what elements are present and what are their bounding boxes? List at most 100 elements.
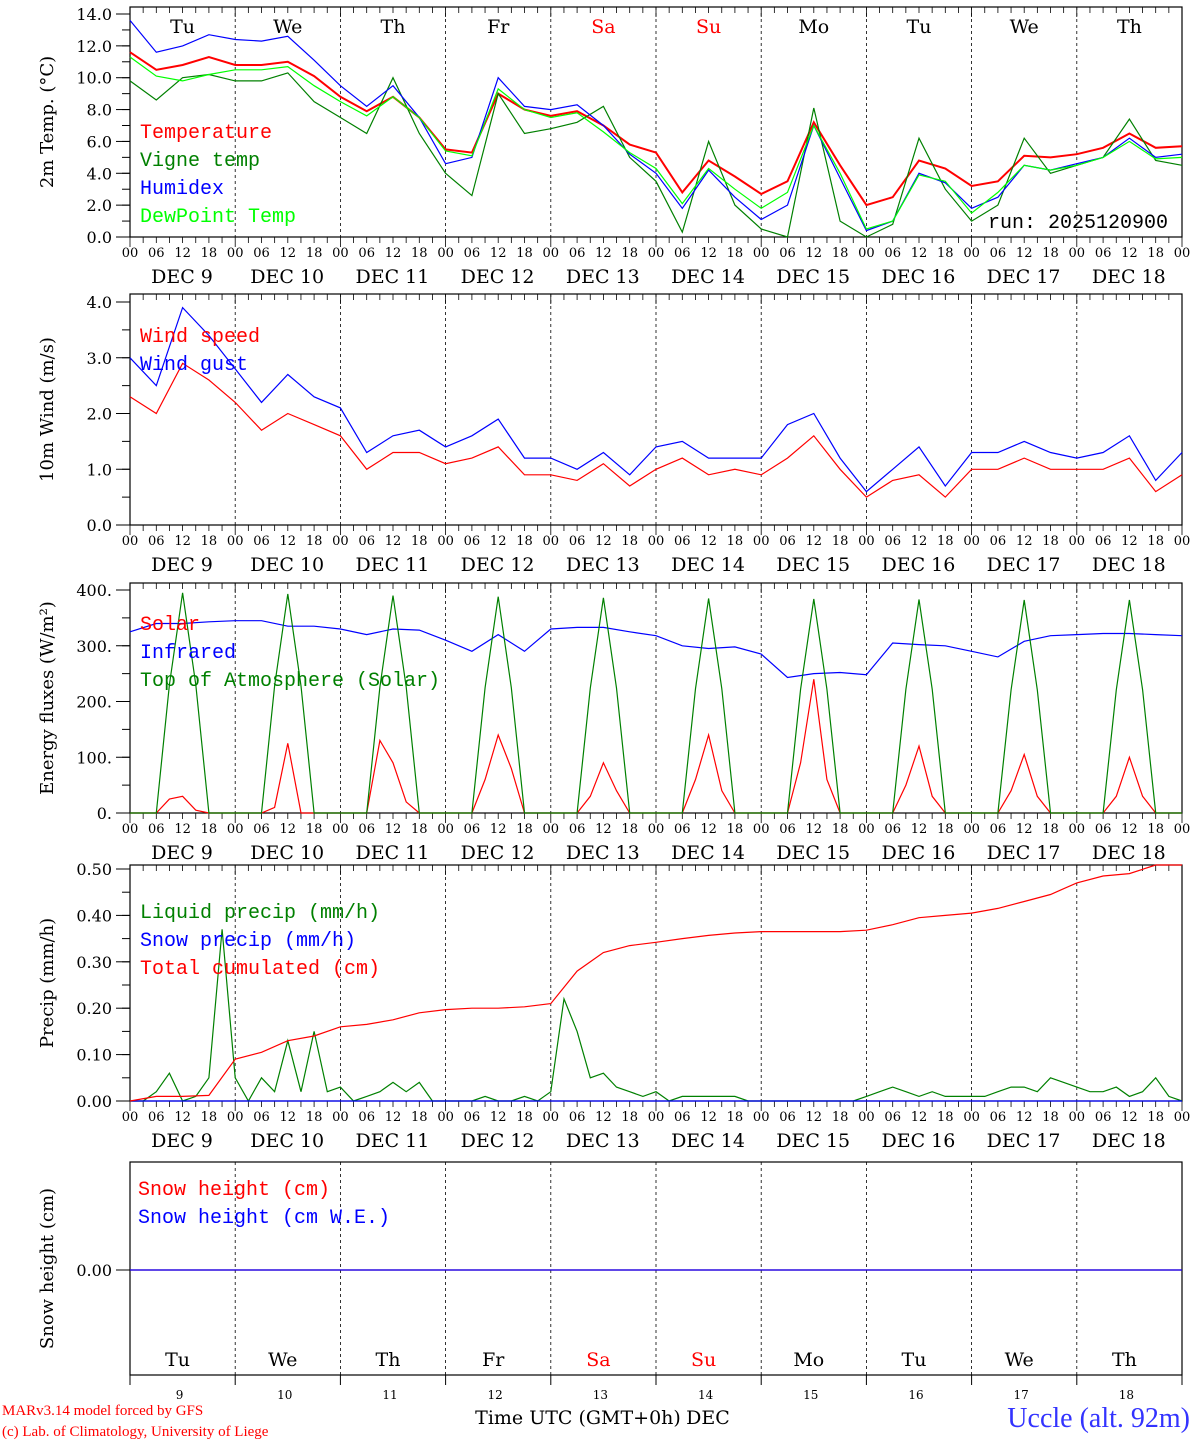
hour-tick-label: 06: [779, 1110, 796, 1125]
legend-entry: Snow height (cm W.E.): [138, 1207, 390, 1230]
hour-tick-label: 00: [543, 534, 560, 549]
legend-entry: Top of Atmosphere (Solar): [140, 670, 440, 693]
hour-tick-label: 12: [911, 822, 928, 837]
series-line-wind-gust: [129, 306, 1183, 493]
date-label: DEC 17: [987, 842, 1061, 864]
hour-tick-label: 06: [779, 534, 796, 549]
hour-tick-label: 18: [727, 1110, 744, 1125]
hour-tick-label: 12: [1016, 534, 1033, 549]
hour-tick-label: 00: [963, 1110, 980, 1125]
hour-tick-label: 12: [595, 822, 612, 837]
weekday-label: Su: [696, 16, 721, 38]
hour-tick-label: 06: [569, 1110, 586, 1125]
date-label: DEC 14: [671, 266, 745, 288]
hour-tick-label: 00: [437, 534, 454, 549]
y-tick-label: 0.0: [87, 228, 112, 247]
y-tick-label: 0.00: [76, 1092, 112, 1111]
hour-tick-label: 00: [1069, 1110, 1086, 1125]
hour-tick-label: 06: [1095, 246, 1112, 261]
hour-tick-label: 06: [464, 1110, 481, 1125]
hour-tick-label: 18: [1042, 534, 1059, 549]
date-label: DEC 10: [250, 1130, 324, 1152]
y-tick-label: 12.0: [76, 37, 112, 56]
series-line-temperature: [129, 51, 1183, 207]
hour-tick-label: 06: [253, 822, 270, 837]
day-number-label: 11: [382, 1388, 397, 1402]
date-label: DEC 13: [566, 1130, 640, 1152]
hour-tick-label: 12: [595, 534, 612, 549]
hour-tick-label: 00: [332, 534, 349, 549]
date-label: DEC 11: [355, 554, 429, 576]
hour-tick-label: 06: [990, 246, 1007, 261]
date-label: DEC 14: [671, 554, 745, 576]
hour-tick-label: 00: [753, 534, 770, 549]
hour-tick-label: 00: [858, 822, 875, 837]
weekday-label: Th: [381, 16, 406, 38]
hour-tick-label: 18: [832, 822, 849, 837]
hour-tick-label: 12: [1016, 246, 1033, 261]
hour-tick-label: 06: [569, 534, 586, 549]
date-label: DEC 17: [987, 554, 1061, 576]
date-label: DEC 13: [566, 266, 640, 288]
hour-tick-label: 06: [253, 1110, 270, 1125]
hour-tick-label: 06: [1095, 822, 1112, 837]
y-tick-label: 2.0: [87, 405, 112, 424]
date-label: DEC 16: [881, 1130, 955, 1152]
y-tick-label: 0.40: [76, 906, 112, 925]
date-label: DEC 12: [461, 842, 535, 864]
hour-tick-label: 00: [227, 246, 244, 261]
hour-tick-label: 00: [858, 246, 875, 261]
hour-tick-label: 18: [306, 1110, 323, 1125]
panel-2: [116, 293, 1183, 535]
weekday-label: Mo: [793, 1349, 824, 1371]
model-credit: MARv3.14 model forced by GFS: [2, 1403, 203, 1419]
weekday-label: Fr: [487, 16, 510, 38]
hour-tick-label: 00: [648, 1110, 665, 1125]
y-tick-label: 14.0: [76, 5, 112, 24]
date-label: DEC 9: [151, 1130, 213, 1152]
hour-tick-label: 06: [358, 1110, 375, 1125]
hour-tick-label: 06: [148, 822, 165, 837]
hour-tick-label: 18: [201, 1110, 218, 1125]
date-label: DEC 13: [566, 554, 640, 576]
weekday-label: We: [273, 16, 302, 38]
date-label: DEC 15: [776, 842, 850, 864]
hour-tick-label: 12: [280, 246, 297, 261]
date-label: DEC 15: [776, 554, 850, 576]
hour-tick-label: 12: [280, 822, 297, 837]
hour-tick-label: 12: [1121, 246, 1138, 261]
legend-entry: Snow precip (mm/h): [140, 930, 356, 953]
date-label: DEC 9: [151, 842, 213, 864]
date-label: DEC 16: [881, 266, 955, 288]
hour-tick-label: 00: [648, 822, 665, 837]
hour-tick-label: 00: [753, 822, 770, 837]
hour-tick-label: 18: [1147, 822, 1164, 837]
hour-tick-label: 00: [227, 822, 244, 837]
series-line-dewpoint-temp: [129, 56, 1183, 230]
hour-tick-label: 00: [753, 246, 770, 261]
date-label: DEC 18: [1092, 842, 1166, 864]
hour-tick-label: 18: [937, 1110, 954, 1125]
hour-tick-label: 18: [832, 534, 849, 549]
hour-tick-label: 00: [437, 246, 454, 261]
weekday-label: Th: [1112, 1349, 1137, 1371]
hour-tick-label: 06: [148, 1110, 165, 1125]
legend-entry: Humidex: [140, 178, 224, 201]
hour-tick-label: 12: [174, 534, 191, 549]
legend-entry: Snow height (cm): [138, 1179, 330, 1202]
hour-tick-label: 00: [227, 1110, 244, 1125]
weekday-label: Tu: [902, 1349, 927, 1371]
y-tick-label: 0.20: [76, 999, 112, 1018]
hour-tick-label: 00: [437, 1110, 454, 1125]
weekday-label: Fr: [482, 1349, 505, 1371]
date-label: DEC 18: [1092, 266, 1166, 288]
hour-tick-label: 06: [148, 246, 165, 261]
hour-tick-label: 12: [1016, 822, 1033, 837]
hour-tick-label: 18: [201, 534, 218, 549]
hour-tick-label: 06: [253, 246, 270, 261]
hour-tick-label: 00: [332, 246, 349, 261]
series-line-humidex: [129, 20, 1183, 232]
y-tick-label: 0.10: [76, 1046, 112, 1065]
y-tick-label: 2.0: [87, 196, 112, 215]
hour-tick-label: 18: [306, 534, 323, 549]
